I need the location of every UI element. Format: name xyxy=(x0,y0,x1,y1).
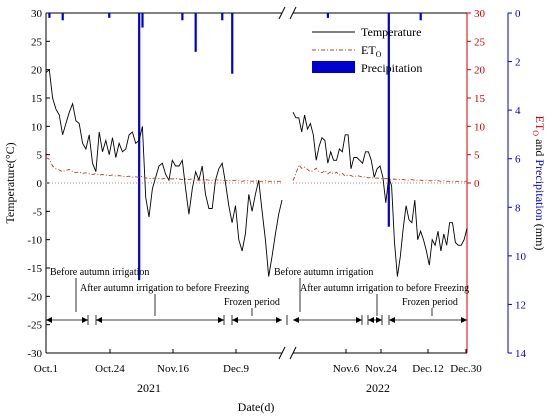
x-tick-label: Dec.30 xyxy=(450,363,482,375)
precipitation-bar xyxy=(61,13,64,21)
precipitation-bars xyxy=(48,13,422,281)
y-axis-right-title: ETO and Precipitation (mm) xyxy=(531,116,547,251)
x-tick-label: Nov.24 xyxy=(365,363,397,375)
left-tick-label: -25 xyxy=(27,320,42,332)
precip-tick-label: 14 xyxy=(515,348,527,360)
et-axis-ticks: 30 25 20 15 10 5 0 xyxy=(467,8,486,190)
period-label-2022-after: After autumn irrigation to before Freezi… xyxy=(300,283,469,294)
precipitation-bar xyxy=(138,13,141,281)
x-tick-label: Dec.9 xyxy=(223,363,249,375)
x-tick-label: Dec.12 xyxy=(412,363,443,375)
precip-axis-ticks: 0 2 4 6 8 10 12 14 xyxy=(508,8,527,360)
x-tick-label: Nov.16 xyxy=(157,363,189,375)
et-tick-label: 10 xyxy=(474,121,486,133)
axis-break-top xyxy=(278,6,297,20)
precipitation-bar xyxy=(387,13,390,227)
precip-tick-label: 4 xyxy=(515,105,521,117)
precipitation-bar xyxy=(231,13,234,74)
temperature-line-2022 xyxy=(292,111,468,277)
axis-break-bottom xyxy=(278,346,297,360)
precipitation-bar xyxy=(48,13,51,18)
left-tick-label: 10 xyxy=(31,121,43,133)
x-axis-ticks: Oct.1 Oct.24 Nov.16 Dec.9 Nov.6 Nov.24 Dec.12 D… xyxy=(34,349,482,375)
legend: Temperature ETO Precipitation xyxy=(312,25,422,75)
precip-tick-label: 10 xyxy=(515,251,527,263)
left-tick-label: 5 xyxy=(37,150,43,162)
period-label-2021-before: Before autumn irrigation xyxy=(50,267,149,278)
et-line-2021 xyxy=(45,157,282,182)
precipitation-bar xyxy=(108,13,111,18)
et-tick-label: 0 xyxy=(474,178,480,190)
x-axis-title: Date(d) xyxy=(238,400,275,414)
left-tick-label: -10 xyxy=(27,235,42,247)
left-axis-ticks: 30 25 20 15 10 5 0 -5 -10 -15 -20 -25 -30 xyxy=(27,8,50,360)
precip-tick-label: 0 xyxy=(515,8,521,20)
precipitation-bar xyxy=(326,13,329,18)
precipitation-bar xyxy=(419,13,422,21)
precipitation-bar xyxy=(141,13,144,28)
left-tick-label: 25 xyxy=(31,36,43,48)
period-label-2021-after: After autumn irrigation to before Freezi… xyxy=(80,283,249,294)
legend-temperature-label: Temperature xyxy=(361,25,421,39)
precip-tick-label: 6 xyxy=(515,154,521,166)
left-tick-label: 20 xyxy=(31,65,43,77)
legend-precipitation-label: Precipitation xyxy=(361,61,422,75)
legend-et-label: ETO xyxy=(361,43,382,59)
period-pointers xyxy=(75,278,433,316)
period-annotations: Before autumn irrigation After autumn ir… xyxy=(46,267,469,325)
precip-tick-label: 2 xyxy=(515,57,521,69)
left-tick-label: 15 xyxy=(31,93,43,105)
y-axis-left-title: Temperature(°C) xyxy=(3,142,17,223)
year-label-2022: 2022 xyxy=(366,381,390,395)
year-label-2021: 2021 xyxy=(137,381,161,395)
period-label-2022-before: Before autumn irrigation xyxy=(274,267,373,278)
x-tick-label: Oct.24 xyxy=(95,363,125,375)
left-tick-label: 0 xyxy=(37,178,43,190)
precipitation-bar xyxy=(194,13,197,52)
et-tick-label: 30 xyxy=(474,8,486,20)
x-tick-label: Nov.6 xyxy=(333,363,360,375)
period-arrow-heads xyxy=(46,317,467,323)
x-tick-label: Oct.1 xyxy=(34,363,58,375)
et-tick-label: 5 xyxy=(474,150,480,162)
precipitation-bar xyxy=(221,13,224,21)
period-span-arrows xyxy=(46,315,467,325)
left-tick-label: 30 xyxy=(31,8,43,20)
precip-tick-label: 12 xyxy=(515,299,526,311)
left-tick-label: -30 xyxy=(27,348,42,360)
et-tick-label: 15 xyxy=(474,93,486,105)
et-line-2022 xyxy=(292,163,467,182)
et-tick-label: 25 xyxy=(474,36,486,48)
temperature-line-2021 xyxy=(45,68,283,277)
legend-precipitation-swatch xyxy=(312,61,355,73)
precip-tick-label: 8 xyxy=(515,202,521,214)
left-tick-label: -20 xyxy=(27,291,42,303)
precipitation-bar xyxy=(181,13,184,21)
left-tick-label: -5 xyxy=(33,206,43,218)
period-label-2021-frozen: Frozen period xyxy=(224,297,280,308)
left-tick-label: -15 xyxy=(27,263,42,275)
period-label-2022-frozen: Frozen period xyxy=(402,297,458,308)
et-tick-label: 20 xyxy=(474,65,486,77)
